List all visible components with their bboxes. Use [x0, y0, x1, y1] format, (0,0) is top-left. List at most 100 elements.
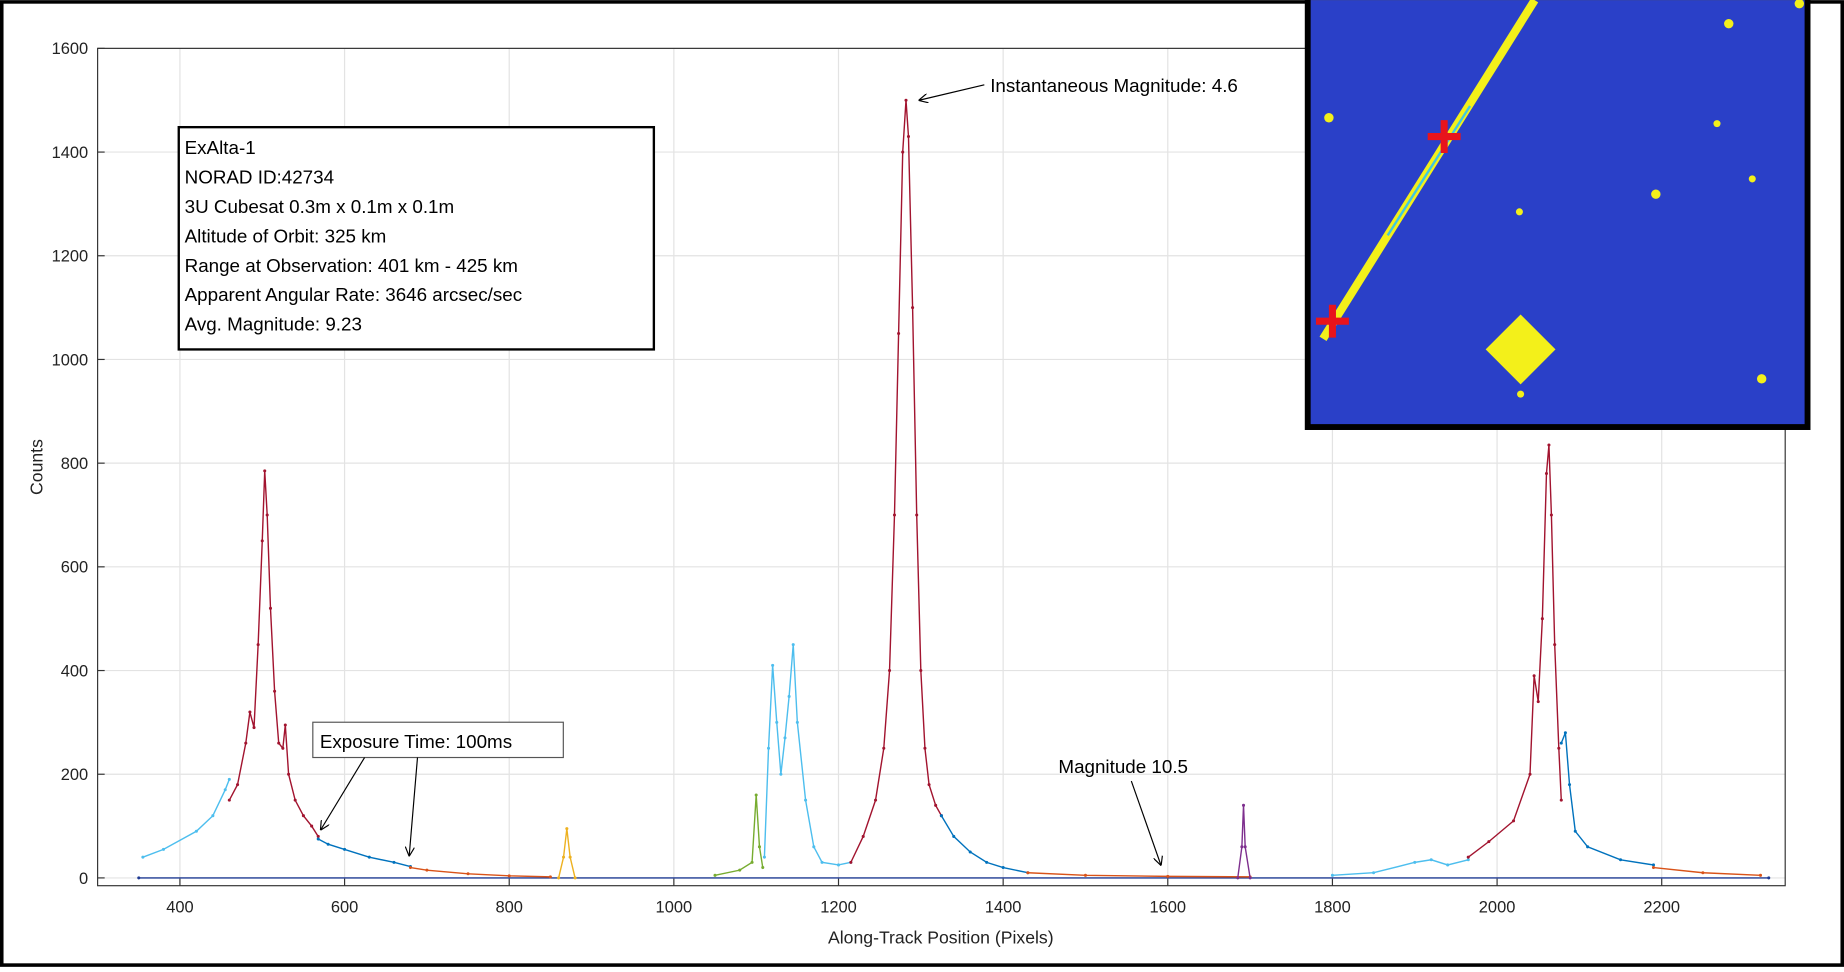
- data-point: [1026, 871, 1030, 875]
- star: [1517, 390, 1525, 398]
- data-point: [1567, 783, 1572, 787]
- annotation-box: [312, 721, 564, 759]
- data-point: [507, 874, 511, 878]
- data-point: [244, 741, 248, 745]
- data-point: [557, 876, 561, 880]
- y-tick-label: 400: [61, 662, 88, 680]
- data-point: [795, 720, 799, 724]
- y-tick-label: 600: [61, 559, 88, 577]
- data-point: [934, 803, 938, 807]
- y-tick-label: 1400: [52, 144, 89, 162]
- data-point: [1429, 858, 1433, 862]
- x-tick-label: 1200: [820, 899, 857, 917]
- data-point: [1372, 871, 1376, 875]
- data-point: [1413, 860, 1417, 864]
- data-point: [820, 860, 824, 864]
- data-point: [906, 134, 911, 139]
- star: [1724, 18, 1734, 29]
- data-point: [466, 872, 470, 876]
- data-point: [1701, 871, 1705, 875]
- data-point: [771, 663, 775, 667]
- data-point: [1651, 863, 1656, 867]
- data-point: [812, 845, 816, 849]
- annotation: Instantaneous Magnitude: 4.6: [990, 75, 1238, 96]
- x-tick-label: 2000: [1479, 899, 1516, 917]
- data-point: [1001, 866, 1005, 870]
- series-line: [714, 794, 764, 877]
- arrow: [920, 84, 985, 100]
- info-box: [177, 125, 656, 351]
- data-point: [892, 513, 897, 517]
- data-point: [273, 689, 277, 693]
- star: [1748, 175, 1756, 183]
- info-line: 3U Cubesat 0.3m x 0.1m x 0.1m: [185, 196, 455, 217]
- data-point: [1248, 876, 1252, 880]
- data-point: [1330, 873, 1334, 877]
- info-lines: ExAlta-1 NORAD ID:42734 3U Cubesat 0.3m x …: [185, 137, 523, 334]
- arrow: [321, 757, 366, 830]
- star: [1794, 0, 1805, 9]
- series-line: [763, 644, 851, 866]
- data-point: [268, 606, 273, 610]
- data-point: [277, 741, 281, 745]
- data-point: [283, 723, 287, 727]
- x-tick-label: 1600: [1149, 899, 1186, 917]
- data-point: [738, 868, 742, 872]
- data-point: [1619, 858, 1623, 862]
- star: [1713, 120, 1721, 128]
- data-point: [316, 834, 320, 838]
- data-point: [1559, 741, 1563, 745]
- data-point: [915, 513, 919, 517]
- y-tick-label: 1200: [52, 248, 89, 266]
- star: [1485, 314, 1556, 385]
- x-tick-label: 800: [495, 899, 522, 917]
- data-point: [223, 788, 227, 792]
- info-line: Range at Observation: 401 km - 425 km: [185, 255, 518, 276]
- x-tick-label: 400: [166, 899, 193, 917]
- info-line: Avg. Magnitude: 9.23: [185, 314, 362, 335]
- info-line: Apparent Angular Rate: 3646 arcsec/sec: [185, 284, 523, 305]
- data-point: [310, 824, 314, 828]
- data-point: [904, 98, 908, 102]
- data-point: [888, 669, 892, 673]
- annotation: Magnitude 10.5: [1058, 756, 1188, 777]
- series-line: [317, 838, 411, 868]
- data-point: [757, 845, 762, 849]
- plot-area: [97, 47, 1786, 887]
- data-point: [783, 736, 787, 740]
- data-point: [568, 855, 572, 859]
- x-axis-label: Along-Track Position (Pixels): [828, 927, 1054, 947]
- data-point: [425, 868, 429, 872]
- data-point: [1586, 845, 1590, 849]
- data-point: [343, 847, 347, 851]
- data-point: [367, 855, 371, 859]
- x-tick-label: 2200: [1643, 899, 1680, 917]
- data-point: [1563, 731, 1567, 735]
- x-tick-label: 1000: [656, 899, 693, 917]
- data-point: [750, 860, 754, 864]
- y-tick-label: 0: [79, 870, 88, 888]
- data-point: [265, 513, 269, 517]
- inset-background: [1307, 0, 1808, 428]
- data-point: [1243, 845, 1247, 849]
- data-point: [882, 746, 886, 750]
- data-point: [861, 834, 865, 838]
- data-point: [316, 837, 320, 841]
- data-point: [804, 798, 808, 802]
- data-point: [985, 860, 989, 864]
- inset-frame: [1304, 0, 1811, 430]
- data-point: [897, 332, 901, 336]
- marker-cross: [1315, 304, 1349, 338]
- inset-image: [1304, 0, 1811, 430]
- data-point: [761, 866, 765, 870]
- series-line: [940, 815, 1028, 874]
- data-point: [919, 669, 923, 673]
- data-point: [1083, 873, 1087, 877]
- data-point: [301, 814, 305, 818]
- x-tick-label: 600: [331, 899, 358, 917]
- star: [1651, 189, 1661, 199]
- data-point: [1544, 471, 1548, 476]
- data-point: [1236, 876, 1240, 880]
- star: [1324, 113, 1334, 123]
- data-point: [1549, 513, 1553, 517]
